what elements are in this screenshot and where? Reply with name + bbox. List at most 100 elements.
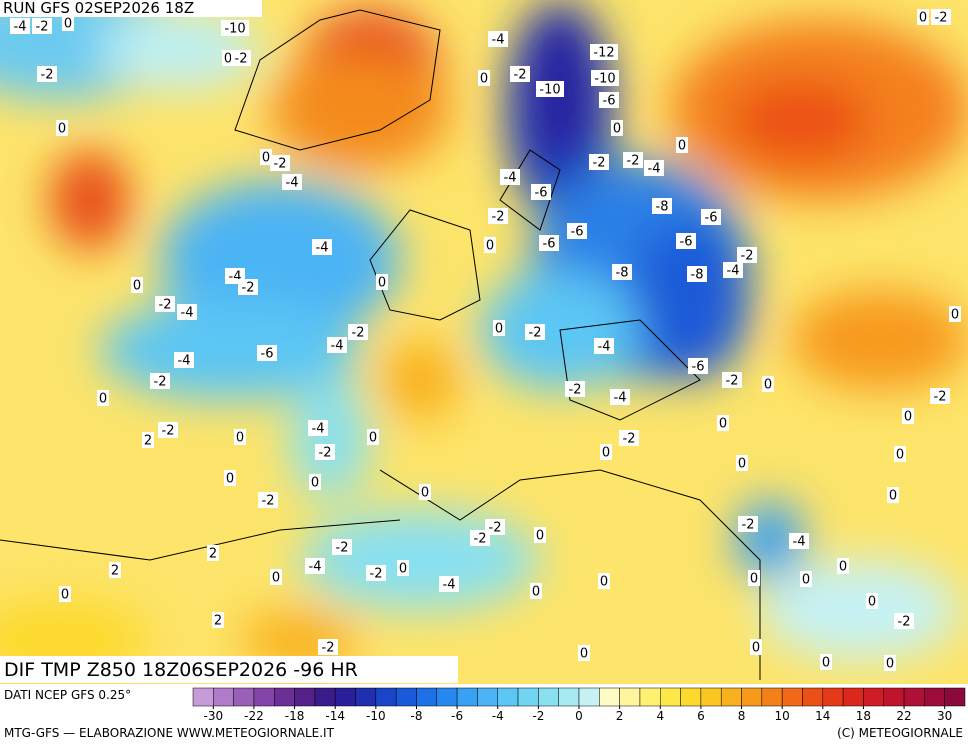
colorbar-label: 0 bbox=[575, 709, 583, 723]
contour-label-bg bbox=[332, 539, 352, 555]
title-box bbox=[0, 656, 458, 683]
colorbar-label: -8 bbox=[410, 709, 422, 723]
coastline bbox=[0, 9, 761, 680]
contour-label: 0 bbox=[262, 151, 270, 166]
contour-label-bg bbox=[600, 444, 612, 460]
contour-label-bg bbox=[308, 420, 328, 436]
contour-label-bg bbox=[736, 455, 748, 471]
colorbar-swatch bbox=[314, 687, 336, 707]
colorbar-swatch bbox=[192, 687, 214, 707]
colorbar-swatch bbox=[924, 687, 945, 707]
contour-label: -2 bbox=[623, 432, 636, 447]
colorbar-swatch bbox=[253, 687, 275, 707]
contour-label-bg bbox=[257, 345, 277, 361]
contour-label-bg bbox=[750, 639, 762, 655]
contour-label-bg bbox=[397, 560, 409, 576]
contour-label: -4 bbox=[181, 306, 194, 321]
contour-label-bg bbox=[762, 376, 774, 392]
contour-label-bg bbox=[687, 266, 707, 282]
contour-label: -2 bbox=[514, 68, 527, 83]
contour-label: -2 bbox=[262, 494, 275, 509]
contour-label: -2 bbox=[322, 641, 335, 656]
contour-label: -6 bbox=[705, 211, 718, 226]
contour-label: -4 bbox=[727, 264, 740, 279]
contour-label: -4 bbox=[178, 354, 191, 369]
contour-label: 0 bbox=[750, 572, 758, 587]
colorbar-label: 18 bbox=[856, 709, 871, 723]
contour-label: -2 bbox=[741, 249, 754, 264]
run-label: RUN GFS 02SEP2026 18Z bbox=[3, 0, 194, 17]
contour-label: -6 bbox=[692, 360, 705, 375]
contour-label-bg bbox=[800, 571, 812, 587]
colorbar-swatch bbox=[334, 687, 356, 707]
contour-label-bg bbox=[887, 487, 899, 503]
contour-label-bg bbox=[534, 527, 546, 543]
contour-label: -2 bbox=[274, 157, 287, 172]
contour-label-bg bbox=[500, 169, 520, 185]
contour-label-bg bbox=[723, 262, 743, 278]
contour-label-bg bbox=[131, 277, 143, 293]
contour-label-bg bbox=[282, 174, 302, 190]
colorbar-swatch bbox=[416, 687, 438, 707]
colorbar-label: 30 bbox=[937, 709, 952, 723]
contour-label-bg bbox=[207, 545, 219, 561]
colorbar-label: -6 bbox=[451, 709, 463, 723]
contour-label: -2 bbox=[627, 154, 640, 169]
contour-label: -4 bbox=[614, 391, 627, 406]
contour-label-bg bbox=[224, 470, 236, 486]
colorbar-swatch bbox=[599, 687, 620, 707]
contour-label-bg bbox=[234, 429, 246, 445]
contour-label-bg bbox=[59, 586, 71, 602]
contour-label: 2 bbox=[144, 434, 152, 449]
contour-label-bg bbox=[567, 223, 587, 239]
run-box bbox=[0, 0, 262, 17]
contour-label-bg bbox=[949, 306, 961, 322]
contour-label: -12 bbox=[593, 46, 614, 61]
contour-label: 0 bbox=[896, 448, 904, 463]
colorbar-swatch bbox=[822, 687, 844, 707]
contour-label-bg bbox=[619, 430, 639, 446]
contour-label-bg bbox=[367, 429, 379, 445]
contour-label-bg bbox=[258, 492, 278, 508]
contour-label: 0 bbox=[738, 457, 746, 472]
contour-label: 0 bbox=[272, 571, 280, 586]
contour-label: -2 bbox=[898, 615, 911, 630]
contour-label: 0 bbox=[613, 122, 621, 137]
colorbar: -30 -22 -18 -14 -10 -8 -6 -4 -2 0 2 4 6 8 10 14 18 22 30 bbox=[192, 687, 966, 723]
contour-label: -6 bbox=[261, 347, 274, 362]
contour-label-bg bbox=[312, 239, 332, 255]
contour-label-bg bbox=[366, 565, 386, 581]
colorbar-swatch bbox=[741, 687, 763, 707]
contour-label-bg bbox=[676, 137, 688, 153]
colorbar-swatch bbox=[395, 687, 417, 707]
contour-label-bg bbox=[309, 474, 321, 490]
contour-label: -2 bbox=[242, 281, 255, 296]
contour-label-bg bbox=[37, 66, 57, 82]
contour-label-bg bbox=[484, 237, 496, 253]
contour-label-bg bbox=[820, 654, 832, 670]
contour-label: -6 bbox=[543, 237, 556, 252]
contour-label: -2 bbox=[492, 210, 505, 225]
contour-label: 0 bbox=[133, 279, 141, 294]
contour-label: 2 bbox=[111, 564, 119, 579]
contour-label-bg bbox=[884, 655, 896, 671]
contour-label-bg bbox=[270, 155, 290, 171]
contour-label-bg bbox=[536, 81, 564, 97]
contour-label-bg bbox=[623, 152, 643, 168]
colorbar-swatch bbox=[619, 687, 641, 707]
contour-label-bg bbox=[231, 50, 251, 66]
contour-label-bg bbox=[525, 324, 545, 340]
contour-label-bg bbox=[610, 389, 630, 405]
contour-label-bg bbox=[488, 31, 508, 47]
contour-label: 0 bbox=[226, 472, 234, 487]
contour-label-bg bbox=[931, 9, 951, 25]
contour-label-bg bbox=[722, 372, 742, 388]
contour-label: -6 bbox=[603, 94, 616, 109]
contour-label-bg bbox=[676, 233, 696, 249]
contour-label-bg bbox=[32, 18, 52, 34]
colorbar-swatch bbox=[700, 687, 722, 707]
contour-label: 0 bbox=[532, 585, 540, 600]
contour-label-bg bbox=[493, 320, 505, 336]
colorbar-swatch bbox=[233, 687, 255, 707]
